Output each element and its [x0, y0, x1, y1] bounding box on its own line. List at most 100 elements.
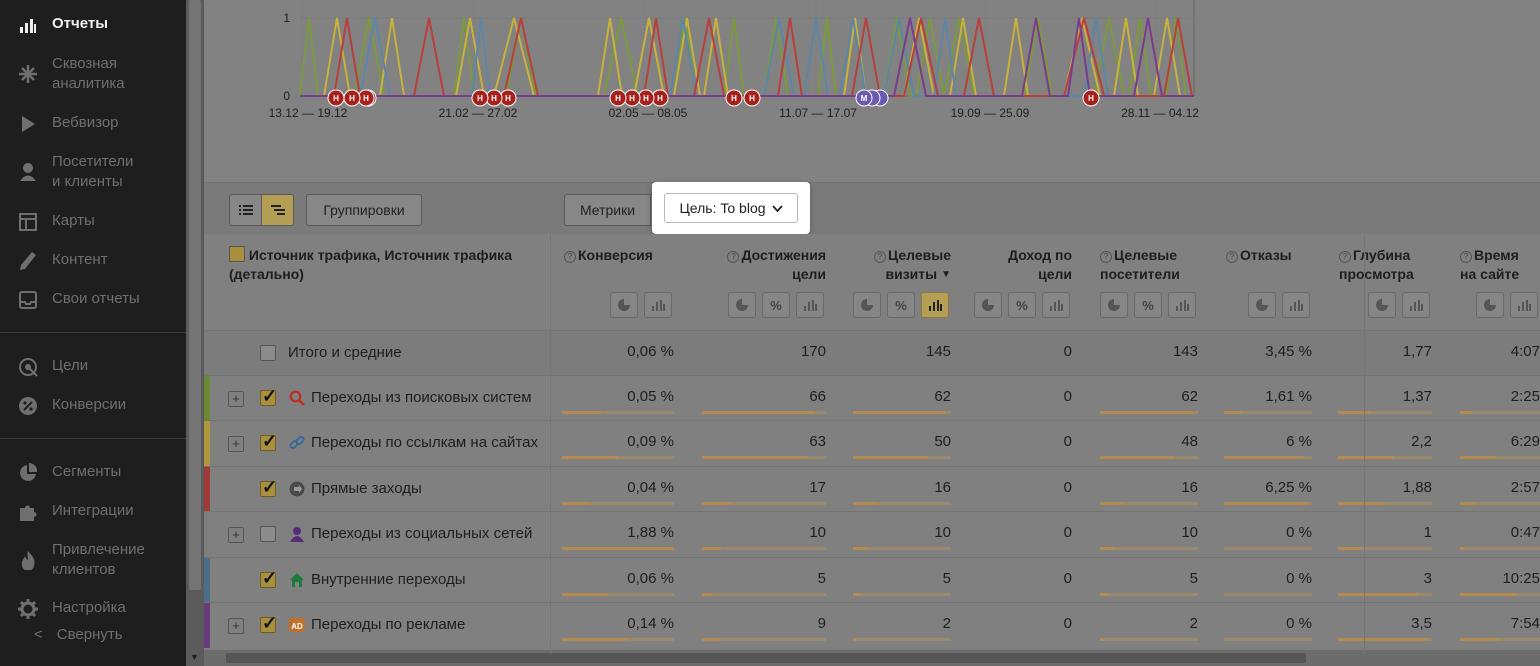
column-title: Целевые визиты	[885, 247, 952, 282]
source-label[interactable]: Переходы по ссылкам на сайтах	[311, 434, 538, 452]
annotation-marker-label: Н	[657, 94, 663, 103]
percent-icon[interactable]: %	[762, 292, 790, 318]
collapse-sidebar-button[interactable]: < Свернуть	[34, 626, 123, 643]
scroll-down-icon[interactable]: ▼	[190, 652, 199, 662]
metric-bar	[1460, 456, 1540, 460]
metric-cell: 1,61 %	[1265, 388, 1312, 405]
source-label[interactable]: Внутренние переходы	[311, 570, 466, 588]
bar-chart-icon[interactable]	[644, 292, 672, 318]
bar-chart-icon[interactable]	[921, 292, 949, 318]
column-header[interactable]: ? Конверсия	[564, 246, 694, 265]
pie-chart-icon[interactable]	[974, 292, 1002, 318]
source-label[interactable]: Прямые заходы	[311, 479, 422, 497]
column-header[interactable]: ? Целевые визиты ▼	[821, 246, 951, 284]
pie-chart-icon[interactable]	[853, 292, 881, 318]
metric-cell: 4:07	[1510, 343, 1540, 360]
pie-icon	[17, 462, 39, 484]
row-checkbox[interactable]	[260, 345, 276, 361]
metric-cell: 145	[925, 343, 951, 360]
table-row[interactable]: + Переходы по ссылкам на сайтах 0,09 % 63 50…	[204, 420, 1540, 467]
row-checkbox[interactable]	[260, 568, 277, 589]
help-icon[interactable]: ?	[1100, 251, 1112, 263]
sidebar: Отчеты Сквозная аналитика Вебвизор Посет…	[0, 0, 186, 666]
metric-cell: 1,37	[1402, 388, 1432, 405]
source-label[interactable]: Переходы из социальных сетей	[311, 525, 533, 543]
table-row[interactable]: Внутренние переходы 0,06 % 5 5 0 5 0 % 3 10:25	[204, 556, 1540, 603]
sidebar-scrollbar[interactable]: ▼	[186, 0, 204, 666]
source-label[interactable]: Переходы из поисковых систем	[311, 389, 532, 406]
expand-button[interactable]: +	[228, 618, 244, 634]
column-header[interactable]: ? Отказы	[1226, 246, 1356, 265]
column-header[interactable]: ? Время на сайте	[1460, 246, 1540, 284]
horizontal-scrollbar[interactable]	[204, 650, 1540, 666]
column-header[interactable]: ? Глубина просмотра	[1339, 246, 1469, 284]
bar-chart-icon[interactable]	[1282, 292, 1310, 318]
view-tree-button[interactable]	[261, 194, 294, 226]
view-list-button[interactable]	[229, 194, 262, 226]
metric-cell: 0:47	[1510, 524, 1540, 542]
pie-chart-icon[interactable]	[728, 292, 756, 318]
bar-chart-icon[interactable]	[1510, 292, 1538, 318]
row-checkbox[interactable]	[260, 431, 277, 452]
column-title: Целевые посетители	[1100, 247, 1180, 282]
help-icon[interactable]: ?	[873, 251, 886, 263]
help-icon[interactable]: ?	[564, 251, 576, 263]
groupings-button[interactable]: Группировки	[306, 194, 422, 226]
expand-button[interactable]: +	[228, 527, 244, 544]
metric-cell: 16	[1181, 478, 1198, 496]
header-checkbox[interactable]	[229, 246, 245, 262]
column-title: Достижения цели	[741, 247, 826, 282]
metric-cell: 0	[1063, 433, 1072, 451]
column-header[interactable]: ? Достижения цели	[696, 246, 826, 284]
goal-select[interactable]: Цель: To blog	[664, 193, 798, 223]
percent-icon[interactable]: %	[887, 292, 915, 318]
series-line-yellow	[300, 17, 1194, 97]
row-checkbox[interactable]	[260, 526, 276, 543]
help-icon[interactable]: ?	[727, 251, 740, 263]
bar-chart-icon[interactable]	[796, 292, 824, 318]
metric-bar	[1224, 592, 1312, 596]
link-icon	[288, 434, 306, 452]
row-checkbox[interactable]	[260, 613, 277, 634]
sidebar-item-label: Контент	[52, 251, 108, 268]
dimension-header[interactable]: Источник трафика, Источник трафика (дета…	[229, 246, 529, 284]
table-row[interactable]: + Переходы из поисковых систем 0,05 % 66 62 0…	[204, 375, 1540, 421]
metric-cell: 6:29	[1510, 433, 1540, 451]
metric-bar	[1224, 456, 1312, 460]
percent-icon[interactable]: %	[1134, 292, 1162, 318]
source-label[interactable]: Переходы по рекламе	[311, 616, 466, 633]
row-checkbox[interactable]	[260, 477, 277, 498]
sidebar-divider	[0, 438, 186, 439]
bar-chart-icon[interactable]	[1402, 292, 1430, 318]
scrollbar-thumb[interactable]	[226, 653, 1306, 663]
collapse-label: Свернуть	[56, 626, 123, 643]
pie-chart-icon[interactable]	[1100, 292, 1128, 318]
x-tick-label: 28.11 — 04.12	[1121, 106, 1199, 120]
column-header[interactable]: Доход по цели	[942, 246, 1072, 284]
bar-chart-icon[interactable]	[1042, 292, 1070, 318]
help-icon[interactable]: ?	[1339, 251, 1351, 263]
pie-chart-icon[interactable]	[610, 292, 638, 318]
expand-button[interactable]: +	[228, 391, 244, 407]
help-icon[interactable]: ?	[1460, 251, 1472, 263]
pie-chart-icon[interactable]	[1368, 292, 1396, 318]
row-checkbox[interactable]	[260, 386, 277, 407]
table-row[interactable]: + Переходы из социальных сетей 1,88 % 10 10 0…	[204, 511, 1540, 558]
totals-row[interactable]: Итого и средние 0,06 % 170 145 0 143 3,45 % 1,7…	[204, 330, 1540, 375]
expand-button[interactable]: +	[228, 436, 244, 453]
bar-chart-icon[interactable]	[1168, 292, 1196, 318]
table-row[interactable]: + AD Переходы по рекламе 0,14 % 9 2 0 2 0 % 3,5 7:…	[204, 602, 1540, 648]
scrollbar-thumb[interactable]	[189, 0, 201, 590]
help-icon[interactable]: ?	[1226, 251, 1238, 263]
percent-icon[interactable]: %	[1008, 292, 1036, 318]
table-row[interactable]: Прямые заходы 0,04 % 17 16 0 16 6,25 % 1,88 2:57	[204, 465, 1540, 512]
metric-cell: 1	[1423, 524, 1432, 542]
annotation-marker-label: Н	[1088, 94, 1094, 103]
metrics-button[interactable]: Метрики	[564, 194, 651, 226]
sort-desc-icon[interactable]: ▼	[941, 269, 951, 280]
pie-chart-icon[interactable]	[1476, 292, 1504, 318]
sidebar-item-label: Привлечение клиентов	[52, 541, 145, 578]
column-header[interactable]: ? Целевые посетители	[1100, 246, 1230, 284]
pie-chart-icon[interactable]	[1248, 292, 1276, 318]
